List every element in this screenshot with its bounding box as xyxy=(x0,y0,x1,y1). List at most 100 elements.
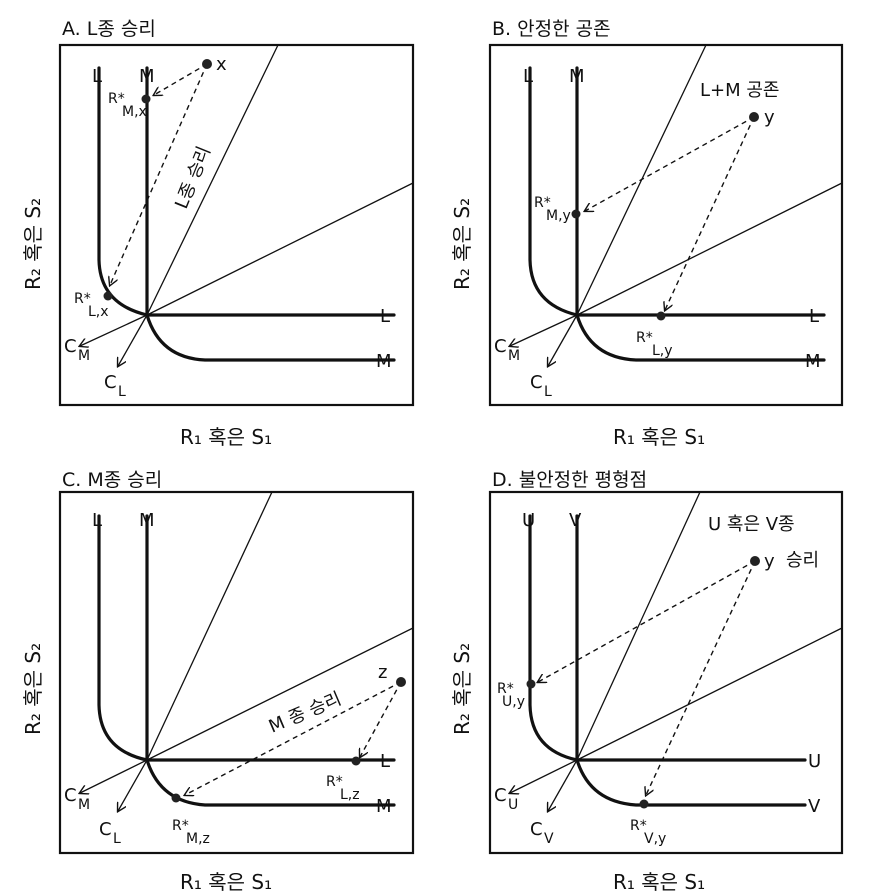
panel-d-equilibrium-1 xyxy=(526,679,536,689)
panel-b-isocline-l xyxy=(528,66,826,317)
panel-d-consumption-1-label: C xyxy=(494,785,507,806)
panel-b-equilibrium-2-label: R* xyxy=(636,330,653,346)
panel-c-label-l-top: L xyxy=(92,510,102,531)
panel-b-equilibrium-2-sub: L,y xyxy=(652,343,673,359)
panel-d-consumption-vector-2 xyxy=(548,759,578,811)
panel-a-isocline-m xyxy=(145,66,396,362)
panel-d-y-axis-label: R₂ 혹은 S₂ xyxy=(450,643,474,735)
panel-a-supply-point xyxy=(202,59,212,69)
panel-a-consumption-vector-1 xyxy=(80,314,148,346)
panel-b-equilibrium-2 xyxy=(656,311,666,321)
panel-a-equilibrium-1-sub: M,x xyxy=(122,104,147,120)
panel-c-supply-point xyxy=(396,677,406,687)
panel-b-y-axis-label: R₂ 혹은 S₂ xyxy=(450,198,474,290)
panel-a-label-l-right: L xyxy=(380,306,390,327)
panel-b-region-label: L+M 공존 xyxy=(700,80,779,101)
panel-b-supply-arrow-2 xyxy=(665,116,755,310)
panel-b-label-m-right: M xyxy=(805,351,821,372)
panel-a-consumption-2-label: C xyxy=(104,372,117,393)
panel-a-label-m-right: M xyxy=(376,351,392,372)
panel-c-equilibrium-2-label: R* xyxy=(172,818,189,834)
panel-c-supply-arrow-1 xyxy=(360,681,402,757)
panel-a-supply-label: x xyxy=(216,54,227,75)
panel-a-region-label: L종 승리 xyxy=(171,143,215,212)
panel-d-consumption-2-sub: V xyxy=(544,831,554,847)
panel-a-equilibrium-2-sub: L,x xyxy=(88,304,109,320)
panel-c-equilibrium-1-label: R* xyxy=(326,774,343,790)
panel-c-consumption-vector-2 xyxy=(118,759,148,811)
panel-c-title: C. M종 승리 xyxy=(62,469,162,491)
panel-c-label-m-right: M xyxy=(376,796,392,817)
panel-a-title: A. L종 승리 xyxy=(62,18,156,40)
panel-c-supply-label: z xyxy=(378,662,387,683)
panel-b-label-l-right: L xyxy=(809,306,819,327)
panel-a-y-axis-label: R₂ 혹은 S₂ xyxy=(21,198,45,290)
panel-c-equilibrium-1 xyxy=(351,756,361,766)
panel-c-equilibrium-2 xyxy=(171,793,181,803)
panel-c-consumption-2-sub: L xyxy=(113,831,121,847)
panel-a-consumption-1-label: C xyxy=(64,336,77,357)
panel-d-isocline-v xyxy=(575,514,807,807)
panel-a-label-m-top: M xyxy=(139,66,155,87)
panel-b-consumption-1-sub: M xyxy=(508,348,520,364)
panel-b-x-axis-label: R₁ 혹은 S₁ xyxy=(613,425,705,449)
panel-d-title: D. 불안정한 평형점 xyxy=(492,469,647,491)
panel-a: A. L종 승리 L M L M x R* M,x R* L,x C M C L… xyxy=(21,18,415,449)
panel-a-supply-arrow-2 xyxy=(110,63,208,285)
panel-c-consumption-1-sub: M xyxy=(78,797,90,813)
panel-d-supply-arrow-2 xyxy=(646,560,756,795)
panel-b-label-m-top: M xyxy=(569,66,585,87)
panel-b-supply-label: y xyxy=(764,107,775,128)
panel-d-ray-shallow xyxy=(576,627,843,761)
panel-c-x-axis-label: R₁ 혹은 S₁ xyxy=(180,870,272,894)
panel-b: B. 안정한 공존 L M L M L+M 공존 y R* M,y R* L,y… xyxy=(450,18,844,449)
panel-c-equilibrium-1-sub: L,z xyxy=(340,787,360,803)
panel-d-x-axis-label: R₁ 혹은 S₁ xyxy=(613,870,705,894)
panel-b-consumption-1-label: C xyxy=(494,336,507,357)
panel-c-label-m-top: M xyxy=(139,510,155,531)
panel-c-isocline-m xyxy=(145,514,396,807)
panel-d-equilibrium-2-label: R* xyxy=(630,818,647,834)
panel-a-equilibrium-2-label: R* xyxy=(74,291,91,307)
panel-c: C. M종 승리 L M L M M 종 승리 z R* L,z R* M,z … xyxy=(21,469,415,894)
panel-d-supply-label: y xyxy=(764,551,775,572)
panel-a-equilibrium-1-label: R* xyxy=(108,91,125,107)
panel-d-equilibrium-2 xyxy=(639,799,649,809)
panel-a-consumption-2-sub: L xyxy=(118,384,126,400)
panel-b-equilibrium-1 xyxy=(571,209,581,219)
panel-b-consumption-2-sub: L xyxy=(544,384,552,400)
panel-d-isocline-u xyxy=(528,514,807,762)
panel-a-equilibrium-1 xyxy=(141,94,151,104)
panel-c-supply-arrow-2 xyxy=(185,681,402,795)
panel-a-ray-steep xyxy=(146,44,279,316)
panel-b-isocline-m xyxy=(575,66,826,362)
panel-c-frame xyxy=(58,490,415,855)
panel-b-label-l-top: L xyxy=(523,66,533,87)
panel-d-equilibrium-1-sub: U,y xyxy=(502,694,525,710)
panel-c-consumption-vector-1 xyxy=(80,759,148,793)
panel-a-label-l-top: L xyxy=(92,66,102,87)
panel-d: D. 불안정한 평형점 U V U V U 혹은 V종 승리 y R* U,y … xyxy=(450,469,844,894)
panel-d-supply-arrow-1 xyxy=(538,560,756,682)
panel-d-supply-point xyxy=(750,556,760,566)
panel-b-consumption-vector-2 xyxy=(548,314,578,366)
panel-b-consumption-vector-1 xyxy=(510,314,578,346)
panel-b-supply-arrow-1 xyxy=(585,116,755,211)
panel-d-ray-steep xyxy=(576,491,701,761)
panel-d-equilibrium-1-label: R* xyxy=(497,681,514,697)
panel-a-equilibrium-2 xyxy=(103,291,113,301)
panel-a-consumption-1-sub: M xyxy=(78,348,90,364)
panel-d-label-u-top: U xyxy=(522,510,535,531)
panel-b-consumption-2-label: C xyxy=(530,372,543,393)
panel-c-ray-shallow xyxy=(146,627,414,761)
panel-b-frame xyxy=(488,43,844,407)
panel-c-label-l-right: L xyxy=(380,751,390,772)
panel-d-region-label-2: 승리 xyxy=(786,550,819,571)
panel-d-label-v-top: V xyxy=(569,510,582,531)
panel-d-region-label-1: U 혹은 V종 xyxy=(708,514,795,535)
panel-c-isocline-l xyxy=(97,514,396,762)
panel-c-equilibrium-2-sub: M,z xyxy=(186,831,210,847)
panel-a-consumption-vector-2 xyxy=(118,314,148,366)
panel-a-x-axis-label: R₁ 혹은 S₁ xyxy=(180,425,272,449)
